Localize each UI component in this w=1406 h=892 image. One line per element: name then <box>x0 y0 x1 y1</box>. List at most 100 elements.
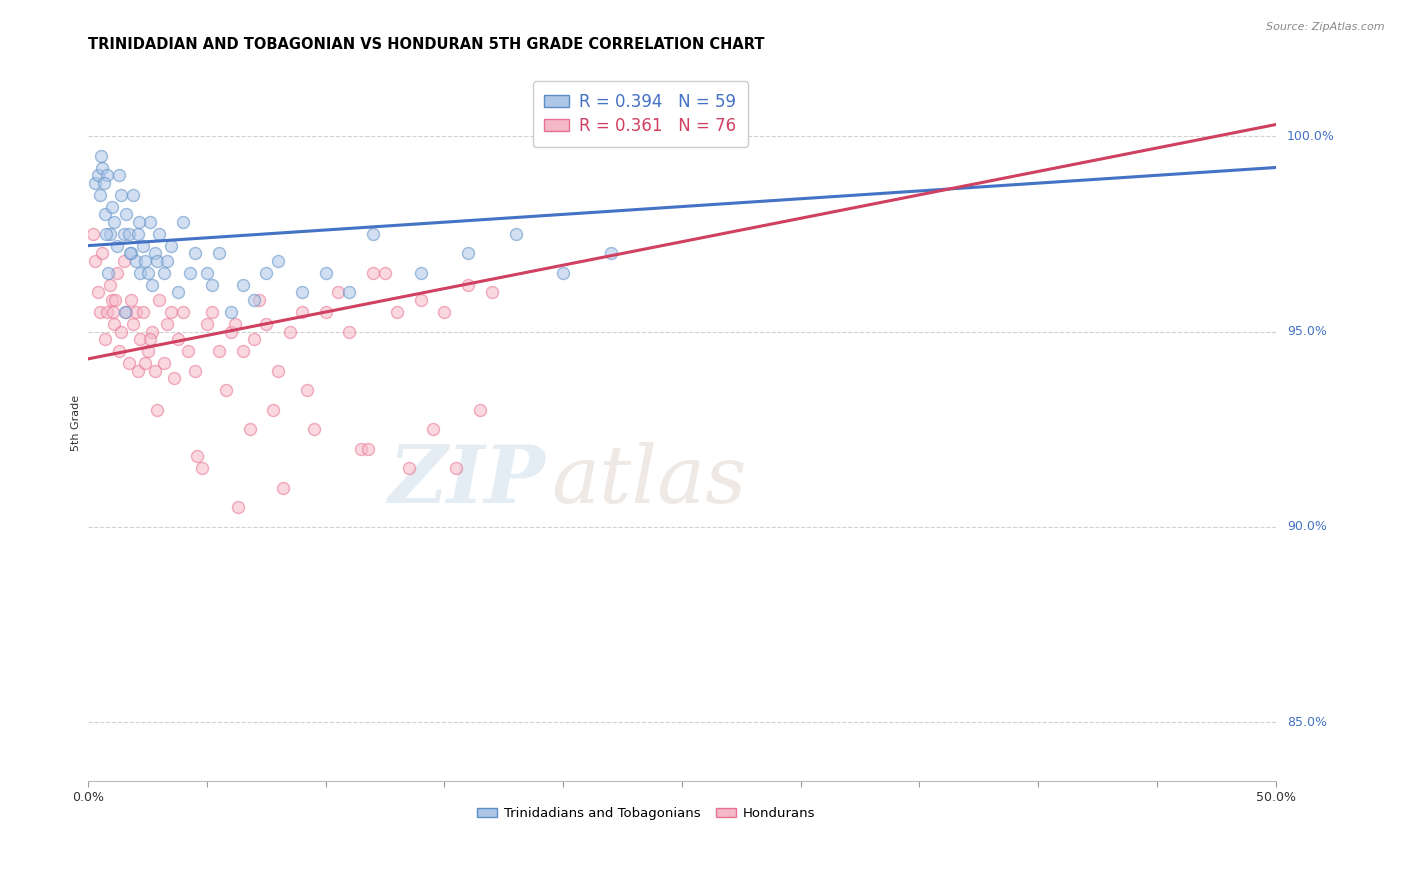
Point <box>98 277 121 292</box>
Point <box>167 285 190 300</box>
Point <box>184 363 207 377</box>
Point <box>153 356 176 370</box>
Point <box>103 215 125 229</box>
Point <box>127 227 149 241</box>
Point <box>160 238 183 252</box>
Point <box>254 317 277 331</box>
Point <box>129 332 152 346</box>
Point <box>84 176 107 190</box>
Point <box>141 325 163 339</box>
Point <box>398 461 420 475</box>
Point <box>120 293 142 308</box>
Text: 95.0%: 95.0% <box>1286 325 1327 338</box>
Point <box>409 293 432 308</box>
Point <box>127 363 149 377</box>
Point <box>89 187 111 202</box>
Point <box>291 305 314 319</box>
Point <box>339 285 361 300</box>
Point <box>112 254 135 268</box>
Point <box>104 293 127 308</box>
Point <box>122 187 145 202</box>
Point <box>186 450 208 464</box>
Point <box>267 363 290 377</box>
Text: ZIP: ZIP <box>388 442 546 519</box>
Point <box>315 266 337 280</box>
Point <box>184 246 207 260</box>
Point <box>132 305 155 319</box>
Point <box>239 422 262 436</box>
Point <box>215 383 238 397</box>
Point <box>143 246 166 260</box>
Point <box>433 305 456 319</box>
Point <box>446 461 468 475</box>
Point <box>219 305 242 319</box>
Point <box>125 254 148 268</box>
Point <box>132 238 155 252</box>
Text: Source: ZipAtlas.com: Source: ZipAtlas.com <box>1267 22 1385 32</box>
Point <box>86 169 108 183</box>
Point <box>139 332 162 346</box>
Point <box>148 293 170 308</box>
Point <box>94 332 117 346</box>
Point <box>553 266 575 280</box>
Point <box>201 277 224 292</box>
Point <box>108 344 131 359</box>
Point <box>247 293 270 308</box>
Point <box>208 246 231 260</box>
Text: 90.0%: 90.0% <box>1286 520 1327 533</box>
Point <box>195 317 218 331</box>
Point <box>457 246 479 260</box>
Point <box>94 207 117 221</box>
Point <box>125 305 148 319</box>
Point <box>90 149 112 163</box>
Point <box>361 227 384 241</box>
Point <box>105 266 128 280</box>
Point <box>101 293 124 308</box>
Point <box>291 285 314 300</box>
Point <box>148 227 170 241</box>
Point <box>110 187 132 202</box>
Point <box>191 461 214 475</box>
Point <box>326 285 349 300</box>
Point <box>146 402 169 417</box>
Point <box>103 317 125 331</box>
Point <box>146 254 169 268</box>
Point <box>208 344 231 359</box>
Point <box>101 305 124 319</box>
Point <box>120 246 142 260</box>
Point <box>82 227 104 241</box>
Point <box>267 254 290 268</box>
Point <box>141 277 163 292</box>
Point <box>224 317 246 331</box>
Point <box>105 238 128 252</box>
Point <box>599 246 621 260</box>
Point <box>232 277 254 292</box>
Point <box>134 356 156 370</box>
Point <box>201 305 224 319</box>
Point <box>139 215 162 229</box>
Point <box>243 293 266 308</box>
Point <box>136 266 159 280</box>
Point <box>374 266 396 280</box>
Point <box>357 442 380 456</box>
Point <box>86 285 108 300</box>
Point <box>457 277 479 292</box>
Point <box>115 207 138 221</box>
Point <box>101 200 124 214</box>
Point <box>91 161 114 175</box>
Point <box>302 422 325 436</box>
Point <box>254 266 277 280</box>
Point <box>481 285 503 300</box>
Point <box>172 305 194 319</box>
Legend: Trinidadians and Tobagonians, Hondurans: Trinidadians and Tobagonians, Hondurans <box>472 802 821 825</box>
Point <box>160 305 183 319</box>
Point <box>195 266 218 280</box>
Point <box>155 254 177 268</box>
Point <box>409 266 432 280</box>
Point <box>295 383 318 397</box>
Point <box>117 356 139 370</box>
Point <box>84 254 107 268</box>
Point <box>155 317 177 331</box>
Point <box>96 305 118 319</box>
Point <box>163 371 186 385</box>
